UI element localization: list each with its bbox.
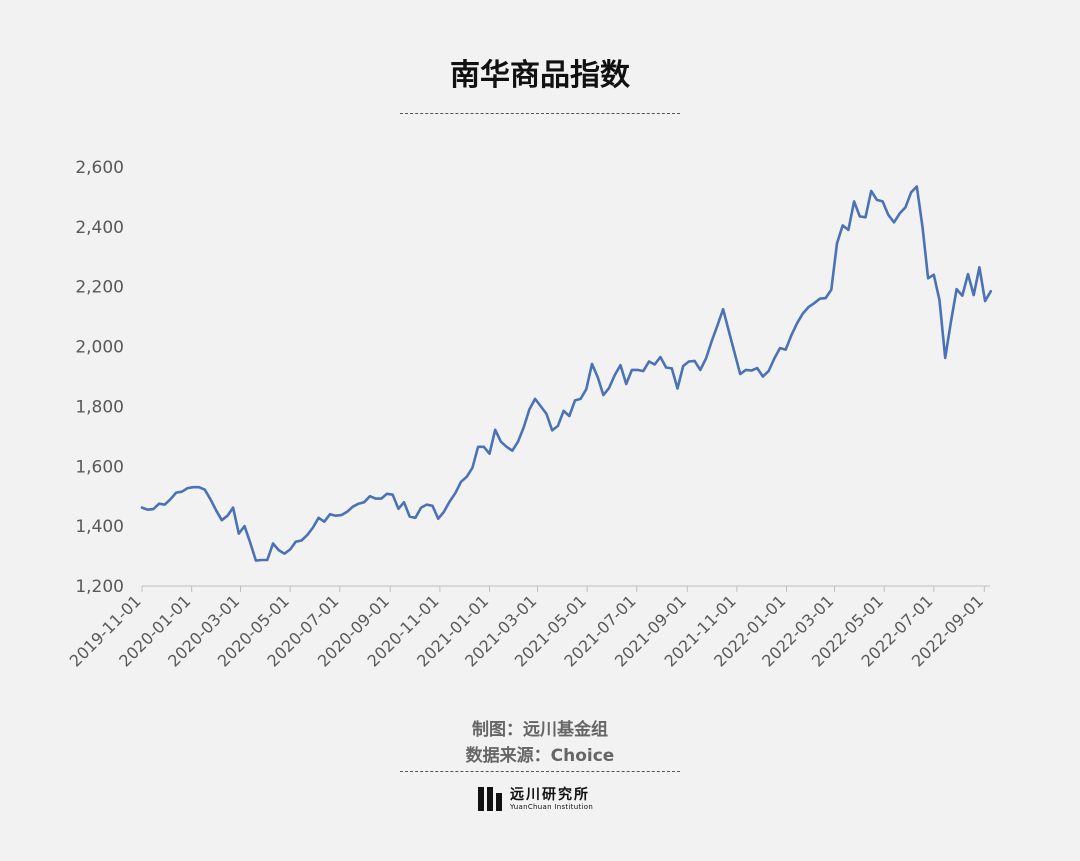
y-tick-label: 2,200 xyxy=(75,278,124,298)
y-tick-label: 2,600 xyxy=(75,158,124,178)
y-tick-label: 2,000 xyxy=(75,338,124,358)
y-axis: 1,200 1,400 1,600 1,800 2,000 2,200 2,400 2,600 xyxy=(75,158,124,597)
series-line xyxy=(140,185,993,562)
logo-name-cn: 远川研究所 xyxy=(510,786,590,803)
x-axis: 2019-11-012020-01-012020-03-012020-05-01… xyxy=(66,585,990,671)
y-tick-label: 1,200 xyxy=(75,577,124,597)
institution-logo: 远川研究所 YuanChuan Institution xyxy=(478,786,593,812)
credit-source: 数据来源：Choice xyxy=(465,746,615,766)
top-divider xyxy=(400,113,680,114)
plot-area xyxy=(140,185,993,562)
y-tick-label: 1,600 xyxy=(75,457,124,477)
logo-mark-icon xyxy=(478,787,502,811)
y-tick-label: 1,400 xyxy=(75,517,124,537)
bottom-divider xyxy=(400,771,680,772)
logo-name-en: YuanChuan Institution xyxy=(510,802,594,811)
chart-title: 南华商品指数 xyxy=(450,58,630,93)
credit-maker: 制图：远川基金组 xyxy=(472,720,608,740)
y-tick-label: 1,800 xyxy=(75,397,124,417)
y-tick-label: 2,400 xyxy=(75,218,124,238)
